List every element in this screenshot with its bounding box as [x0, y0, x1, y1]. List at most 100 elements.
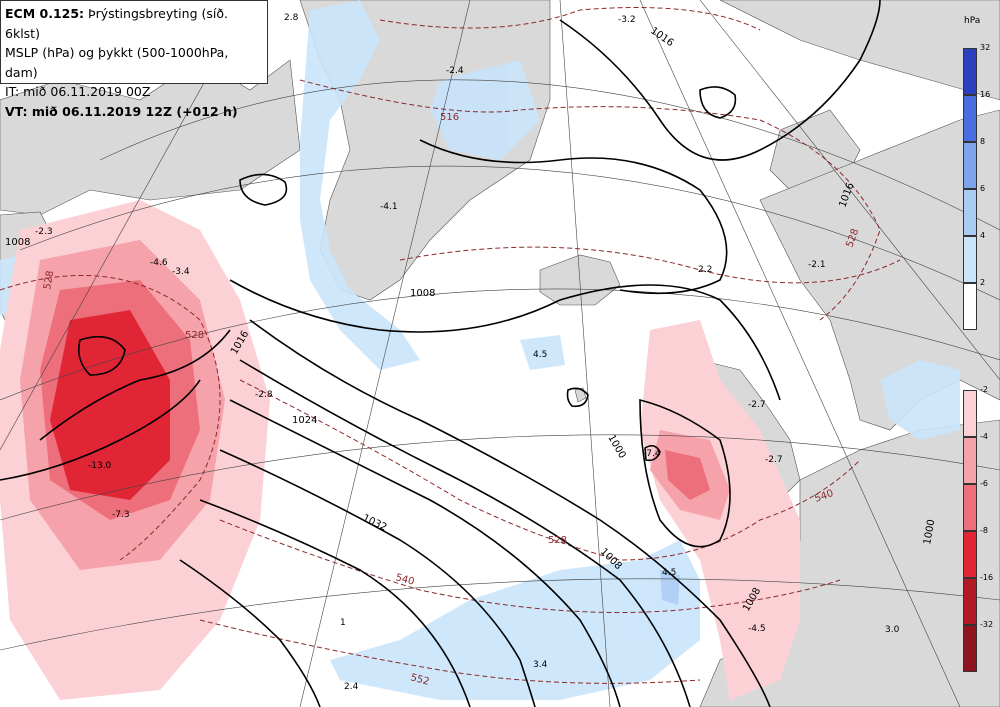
isobar-9: [0, 379, 201, 481]
parallel-3: [0, 288, 1000, 401]
isobar-2: [249, 319, 771, 707]
parallel-5: [0, 578, 1000, 651]
legend-fall-color-box: [963, 484, 977, 531]
tendency-value-label: -4.6: [150, 258, 168, 268]
tendency-value-label: -2.4: [446, 66, 464, 76]
legend-fall-color-box: [963, 437, 977, 484]
isobar-8: [39, 329, 231, 441]
legend-rise-tick-label: 8: [980, 137, 986, 146]
info-box: ECM 0.125: Þrýstingsbreyting (síð. 6klst…: [0, 0, 268, 119]
thickness-value-label: 528: [42, 270, 56, 291]
land-arctic-russia: [719, 0, 1000, 101]
isobar-value-label: 1008: [5, 237, 30, 248]
legend-fall-tick-label: -16: [980, 573, 994, 582]
parallel-2: [19, 165, 1000, 301]
thickness-line-7: [399, 246, 901, 284]
isobar-16: [77, 335, 126, 376]
rise-area-atlantic: [330, 540, 700, 700]
isobar-1: [229, 279, 781, 401]
parallel-4: [0, 434, 1000, 521]
fall-area-britain-core: [665, 450, 710, 500]
tendency-labels: 2.8 -2.4 -3.2 -2.3 -3.4 -4.1 -4.6 -2.8 -13.0 -7.3…: [35, 13, 900, 692]
info-line-init-time: IT: mið 06.11.2019 00Z: [5, 84, 151, 99]
legend-rise-tick-label: 16: [980, 90, 991, 99]
thickness-line-3: [0, 275, 221, 561]
thickness-value-label: 540: [394, 572, 415, 588]
legend-rise-color-box: [963, 283, 977, 330]
tendency-value-label: -13.0: [88, 461, 112, 471]
pressure-rise-areas: [0, 0, 960, 700]
thickness-line-5: [219, 519, 841, 613]
isobar-value-label: 1024: [292, 415, 317, 426]
isobars: [0, 0, 881, 707]
tendency-value-label: 3.0: [885, 625, 900, 635]
parallel-1: [99, 79, 1000, 231]
tendency-value-label: -3.2: [618, 15, 636, 25]
legend-fall-color-box: [963, 531, 977, 578]
info-line-fields: MSLP (hPa) og þykkt (500-1000hPa, dam): [5, 45, 229, 80]
isobar-12: [639, 398, 731, 548]
legend-fall-color-box: [963, 578, 977, 625]
isobar-6: [199, 499, 471, 707]
meridian-3: [559, 0, 611, 707]
rise-area-iceland-sea: [520, 335, 565, 370]
thickness-value-label: 528: [185, 330, 204, 341]
rise-area-greenland: [300, 0, 420, 370]
tendency-value-label: -3.4: [172, 267, 190, 277]
legend-rise-color-box: [963, 95, 977, 142]
tendency-value-label: -7.4: [643, 449, 661, 459]
isobar-15: [566, 387, 589, 408]
thickness-value-label: 528: [548, 535, 567, 546]
legend-rise-color-box: [963, 48, 977, 95]
tendency-value-label: -2.8: [255, 390, 273, 400]
tendency-value-label: -2.7: [748, 400, 766, 410]
tendency-value-label: -2.7: [765, 455, 783, 465]
tendency-value-label: 3.4: [533, 660, 548, 670]
legend-fall-color-box: [963, 390, 977, 437]
legend-unit: hPa: [964, 16, 981, 26]
legend-fall-tick-label: -8: [980, 526, 988, 535]
tendency-value-label: 4.5: [662, 568, 676, 578]
tendency-value-label: -2.3: [35, 227, 53, 237]
thickness-line-4: [239, 379, 861, 561]
isobar-10: [419, 139, 728, 295]
rise-area-norway: [880, 360, 960, 440]
isobar-11: [559, 0, 881, 161]
legend-fall-tick-label: -4: [980, 432, 988, 441]
isobar-7: [179, 559, 321, 707]
tendency-value-label: -4.5: [748, 624, 766, 634]
isobar-value-label: 1000: [922, 519, 937, 546]
isobar-3: [239, 359, 691, 707]
legend-rise-tick-label: 32: [980, 43, 991, 52]
legend-rise-tick-label: 2: [980, 278, 986, 287]
rise-area-greenland-interior: [430, 60, 540, 160]
tendency-value-label: 2.2: [698, 265, 712, 275]
thickness-line-2: [299, 79, 881, 321]
legend-rise-color-box: [963, 236, 977, 283]
tendency-value-label: 2.8: [284, 13, 299, 23]
thickness-contours: [0, 7, 901, 684]
thickness-value-label: 552: [409, 672, 430, 688]
legend-fall-tick-label: -6: [980, 479, 988, 488]
thickness-line-1: [379, 7, 761, 31]
tendency-value-label: 1: [340, 618, 346, 628]
isobar-4: [229, 399, 621, 707]
tendency-value-label: 4.5: [533, 350, 547, 360]
legend-fall-tick-label: -2: [980, 385, 988, 394]
isobar-13: [699, 86, 737, 119]
meridian-5: [699, 0, 1000, 381]
legend-rise-color-box: [963, 189, 977, 236]
tendency-value-label: -2.1: [808, 260, 826, 270]
field-name: Þrýstingsbreyting (síð. 6klst): [5, 6, 228, 41]
legend-rise-tick-label: 4: [980, 231, 986, 240]
isobar-value-label: 1008: [410, 288, 435, 299]
legend-fall-tick-label: -32: [980, 620, 994, 629]
isobar-5: [219, 449, 536, 707]
legend-rise-color-box: [963, 142, 977, 189]
isobar-14: [239, 173, 288, 206]
thickness-value-label: 516: [440, 112, 459, 123]
legend-rise-tick-label: 6: [980, 184, 986, 193]
